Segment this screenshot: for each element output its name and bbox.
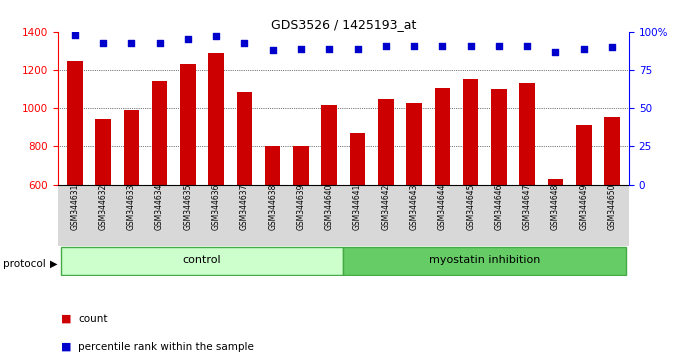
- Point: [296, 46, 307, 51]
- Point: [211, 34, 222, 39]
- Bar: [322, 105, 337, 184]
- Point: [494, 43, 505, 48]
- Text: ▶: ▶: [50, 259, 57, 269]
- Text: myostatin inhibition: myostatin inhibition: [429, 255, 541, 265]
- Text: percentile rank within the sample: percentile rank within the sample: [78, 342, 254, 352]
- Point: [409, 43, 420, 48]
- Bar: [520, 84, 535, 184]
- Point: [380, 43, 391, 48]
- Point: [267, 47, 278, 53]
- Point: [324, 46, 335, 51]
- Text: protocol: protocol: [3, 259, 46, 269]
- Bar: [95, 119, 111, 184]
- Bar: [547, 179, 563, 184]
- Bar: [293, 146, 309, 184]
- Text: ■: ■: [61, 314, 71, 324]
- Point: [239, 40, 250, 45]
- Point: [69, 32, 80, 38]
- Point: [437, 43, 448, 48]
- Point: [550, 49, 561, 55]
- Bar: [491, 89, 507, 184]
- Bar: [180, 64, 196, 184]
- Bar: [435, 88, 450, 184]
- Bar: [378, 99, 394, 184]
- Bar: [67, 62, 82, 184]
- Bar: [124, 110, 139, 184]
- Bar: [463, 79, 479, 184]
- Point: [465, 43, 476, 48]
- Text: ■: ■: [61, 342, 71, 352]
- Bar: [237, 92, 252, 184]
- Bar: [208, 53, 224, 184]
- Point: [182, 37, 193, 42]
- Text: count: count: [78, 314, 107, 324]
- Bar: [576, 125, 592, 184]
- Bar: [350, 133, 365, 184]
- Point: [607, 44, 617, 50]
- Bar: [152, 81, 167, 184]
- Bar: [61, 247, 343, 275]
- Point: [98, 40, 109, 45]
- Bar: [265, 146, 280, 184]
- Bar: [407, 103, 422, 184]
- Title: GDS3526 / 1425193_at: GDS3526 / 1425193_at: [271, 18, 416, 31]
- Point: [154, 40, 165, 45]
- Bar: [343, 247, 626, 275]
- Bar: [605, 117, 619, 184]
- Point: [126, 40, 137, 45]
- Text: control: control: [183, 255, 221, 265]
- Point: [522, 43, 532, 48]
- Point: [352, 46, 363, 51]
- Point: [578, 46, 589, 51]
